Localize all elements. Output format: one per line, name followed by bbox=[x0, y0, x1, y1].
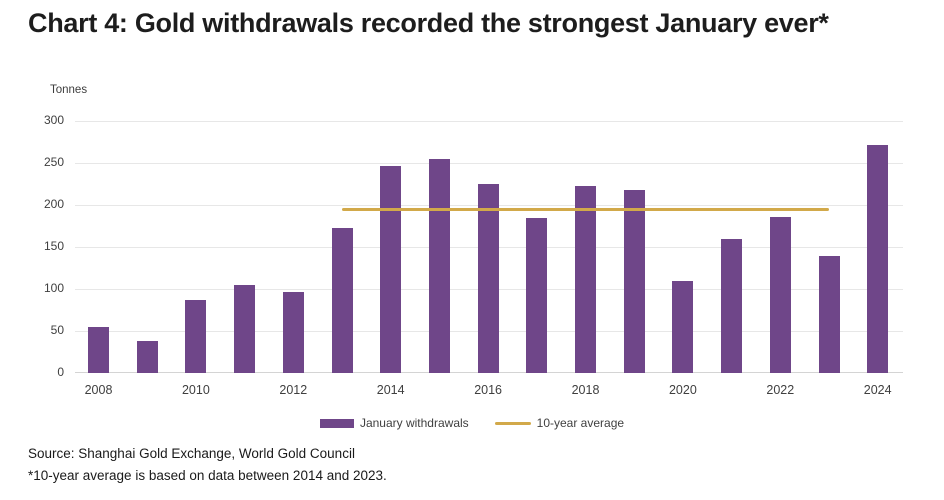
legend-line-label: 10-year average bbox=[536, 416, 625, 430]
gridline-250 bbox=[75, 162, 903, 164]
bar-2014 bbox=[380, 166, 402, 373]
bar-2023 bbox=[818, 256, 840, 373]
chart-title: Chart 4: Gold withdrawals recorded the s… bbox=[28, 8, 829, 38]
y-tick-label-250: 250 bbox=[43, 155, 64, 169]
bar-2011 bbox=[234, 284, 256, 373]
y-tick-label-50: 50 bbox=[50, 323, 64, 337]
gridline-300 bbox=[75, 120, 903, 122]
y-tick-label-100: 100 bbox=[43, 281, 64, 295]
bar-2018 bbox=[575, 185, 596, 373]
x-tick-label-2024: 2024 bbox=[863, 383, 892, 397]
source-line: Source: Shanghai Gold Exchange, World Go… bbox=[28, 446, 355, 461]
chart-legend: January withdrawals 10-year average bbox=[0, 416, 944, 430]
y-axis-unit-label: Tonnes bbox=[50, 84, 88, 96]
x-tick-label-2010: 2010 bbox=[181, 383, 210, 397]
bar-2010 bbox=[185, 299, 207, 373]
bar-2022 bbox=[769, 216, 791, 373]
x-tick-label-2014: 2014 bbox=[376, 383, 405, 397]
x-tick-label-2016: 2016 bbox=[474, 383, 502, 397]
ten-year-average-line bbox=[342, 207, 829, 211]
bar-2016 bbox=[477, 184, 499, 373]
legend-item-10-year-average: 10-year average bbox=[494, 416, 625, 430]
x-tick-label-2022: 2022 bbox=[766, 383, 795, 397]
bar-series-swatch-icon bbox=[319, 418, 354, 428]
y-tick-label-0: 0 bbox=[57, 365, 64, 379]
x-tick-label-2008: 2008 bbox=[84, 383, 113, 397]
y-tick-label-200: 200 bbox=[43, 197, 64, 211]
bar-2015 bbox=[428, 158, 450, 373]
footnote: *10-year average is based on data betwee… bbox=[28, 468, 387, 483]
x-tick-label-2018: 2018 bbox=[571, 383, 600, 397]
bar-2020 bbox=[672, 280, 694, 373]
y-tick-label-300: 300 bbox=[43, 113, 64, 127]
legend-item-january-withdrawals: January withdrawals bbox=[319, 416, 469, 430]
bar-2021 bbox=[721, 239, 743, 373]
x-tick-label-2020: 2020 bbox=[668, 383, 697, 397]
bar-2008 bbox=[88, 326, 109, 373]
legend-bars-label: January withdrawals bbox=[359, 416, 469, 430]
bar-2012 bbox=[282, 292, 304, 373]
bar-2024 bbox=[867, 145, 889, 373]
bar-2013 bbox=[331, 227, 353, 373]
line-series-swatch-icon bbox=[494, 421, 531, 425]
plot-area bbox=[75, 120, 903, 373]
y-tick-label-150: 150 bbox=[43, 239, 64, 253]
bar-2017 bbox=[526, 218, 548, 373]
bar-2019 bbox=[623, 189, 645, 373]
bar-2009 bbox=[136, 341, 158, 373]
x-tick-label-2012: 2012 bbox=[279, 383, 308, 397]
